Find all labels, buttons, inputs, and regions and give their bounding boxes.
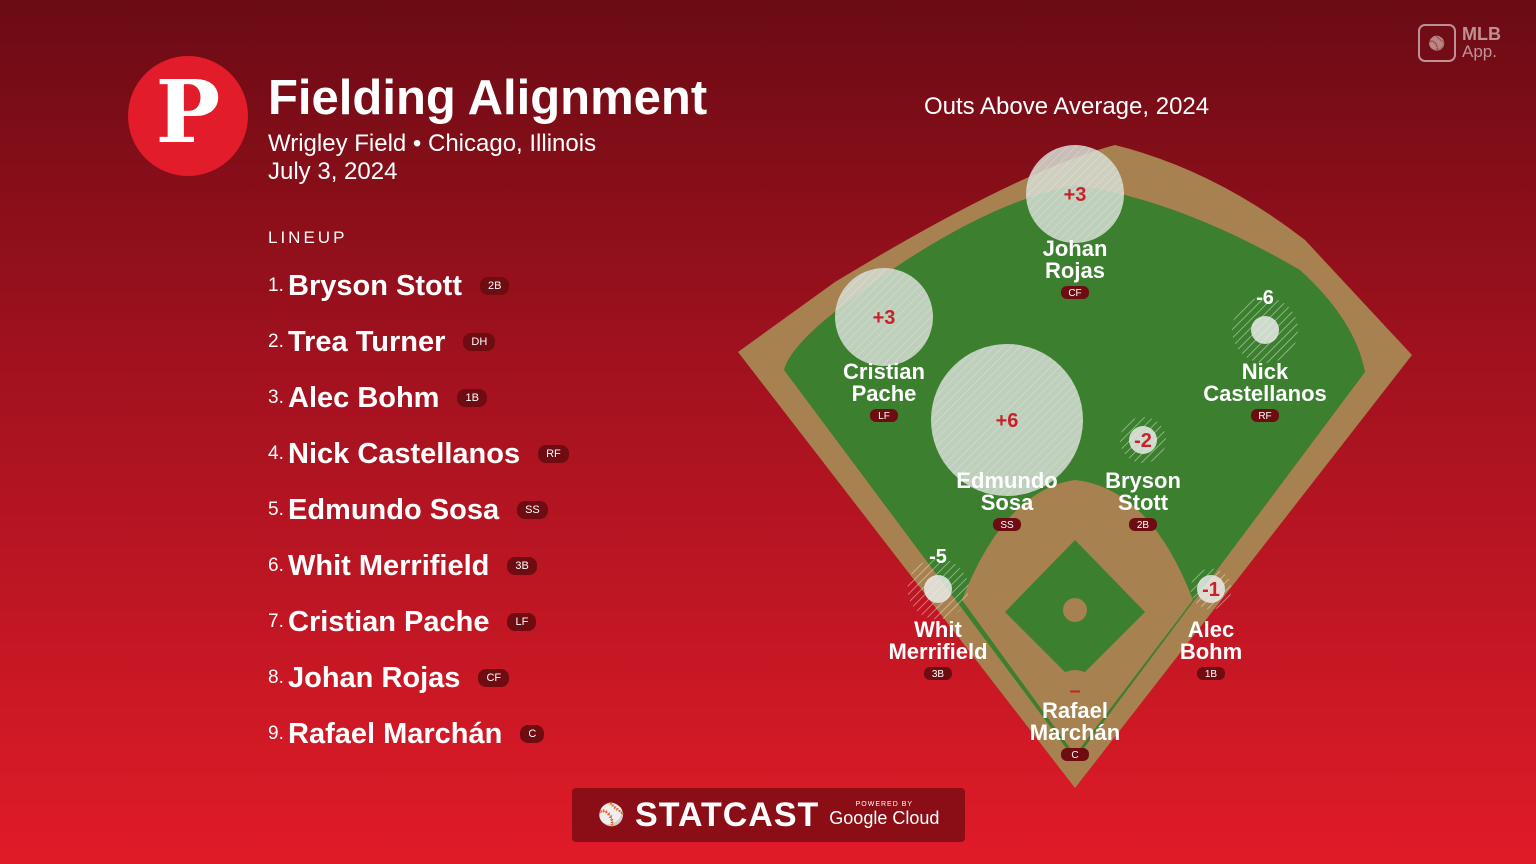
fielder-last-name: Stott <box>1118 490 1169 515</box>
fielder-position-label: LF <box>878 411 890 422</box>
mlb-batter-icon: ⚾ <box>598 802 625 828</box>
oaa-value: -2 <box>1134 430 1152 452</box>
fielder-position-label: CF <box>1068 288 1081 299</box>
powered-by-label: POWERED BY <box>829 801 939 808</box>
fielder-last-name: Marchán <box>1030 720 1120 745</box>
fielder-last-name: Pache <box>852 381 917 406</box>
oaa-value: +6 <box>996 410 1019 432</box>
fielder-last-name: Castellanos <box>1203 381 1327 406</box>
fielder-last-name: Sosa <box>981 490 1034 515</box>
fielder-last-name: Bohm <box>1180 639 1242 664</box>
fielder-last-name: Rojas <box>1045 258 1105 283</box>
statcast-wordmark: STATCAST <box>635 796 819 835</box>
oaa-circle <box>1251 316 1279 344</box>
oaa-value: -6 <box>1256 287 1274 309</box>
fielder-position-label: 3B <box>932 669 945 680</box>
oaa-value: -1 <box>1202 579 1220 601</box>
pitchers-mound <box>1063 598 1087 622</box>
fielder-position-label: C <box>1071 750 1078 761</box>
google-cloud-label: Google Cloud <box>829 808 939 828</box>
fielder-position-label: RF <box>1258 411 1271 422</box>
oaa-value: +3 <box>1064 184 1087 206</box>
fielder-position-label: 2B <box>1137 520 1150 531</box>
fielder-position-label: SS <box>1000 520 1014 531</box>
fielder-last-name: Merrifield <box>888 639 987 664</box>
oaa-value: +3 <box>873 307 896 329</box>
statcast-banner: ⚾ STATCAST POWERED BY Google Cloud <box>572 788 965 842</box>
oaa-value: -5 <box>929 546 947 568</box>
fielder-position-label: 1B <box>1205 669 1218 680</box>
oaa-circle <box>924 575 952 603</box>
